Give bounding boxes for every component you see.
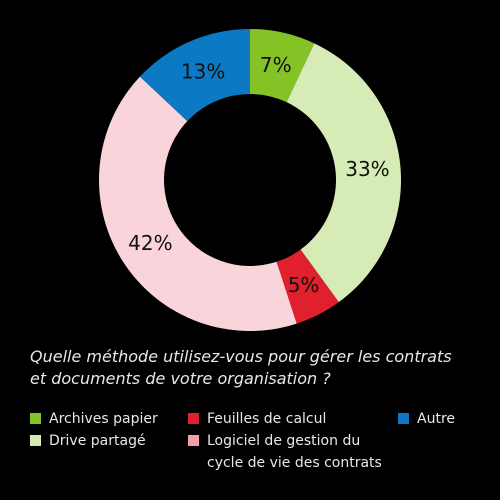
slice-logiciel-de-gestion-du-cycle-de-vie-des-contrats <box>98 76 297 331</box>
donut-slices <box>98 29 401 331</box>
legend-item-feuilles: Feuilles de calcul <box>188 408 326 430</box>
donut-labels: 7% 33% 5% 42% 13% <box>128 53 390 297</box>
slice-autre <box>139 29 250 122</box>
question-line-2: et documents de votre organisation ? <box>30 369 331 388</box>
legend-label-feuilles: Feuilles de calcul <box>207 411 327 427</box>
legend-item-drive: Drive partagé <box>30 430 146 452</box>
legend-swatch-feuilles <box>188 413 199 424</box>
slice-label-feuilles-de-calcul: 5% <box>288 273 320 297</box>
legend-swatch-archives <box>30 413 41 424</box>
slice-feuilles-de-calcul <box>276 249 339 324</box>
legend-item-autre: Autre <box>398 408 455 430</box>
slice-label-logiciel-de-gestion-du-cycle-de-vie-des-contrats: 42% <box>128 231 172 255</box>
legend-item-logiciel: Logiciel de gestion du cycle de vie des … <box>188 430 382 474</box>
slice-drive-partage <box>286 43 401 303</box>
legend-swatch-drive <box>30 435 41 446</box>
slice-label-archives-papier: 7% <box>260 53 292 77</box>
slice-archives-papier <box>250 29 315 103</box>
legend-item-archives: Archives papier <box>30 408 158 430</box>
legend-label-drive: Drive partagé <box>49 433 146 449</box>
question-line-1: Quelle méthode utilisez-vous pour gérer … <box>30 347 452 366</box>
slice-label-drive-partage: 33% <box>345 157 389 181</box>
donut-chart: 7% 33% 5% 42% 13% <box>98 29 401 331</box>
legend-swatch-logiciel <box>188 435 199 446</box>
legend-label-autre: Autre <box>417 411 456 427</box>
legend-swatch-autre <box>398 413 409 424</box>
legend-label-logiciel-line-1: Logiciel de gestion du <box>207 433 361 449</box>
legend-label-logiciel-line-2: cycle de vie des contrats <box>207 455 382 471</box>
slice-label-autre: 13% <box>181 60 225 84</box>
legend-label-archives: Archives papier <box>49 411 158 427</box>
legend: Archives papier Drive partagé Feuilles d… <box>30 408 490 488</box>
chart-question: Quelle méthode utilisez-vous pour gérer … <box>30 346 480 390</box>
